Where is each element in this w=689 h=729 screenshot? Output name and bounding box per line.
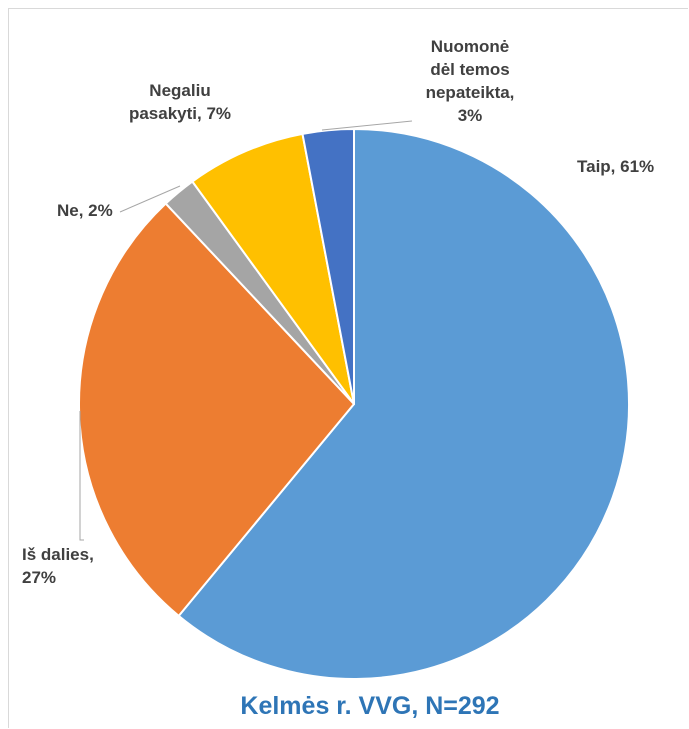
data-label-1-line-0: Iš dalies,: [22, 545, 94, 564]
data-label-2: Ne, 2%: [57, 201, 113, 220]
slices-layer: [78, 128, 630, 680]
data-label-4: Nuomonė dėl temos nepateikta, 3%: [426, 37, 515, 125]
pie-slice-1: [78, 202, 355, 617]
leaders-layer: [79, 120, 413, 541]
data-label-0-line-0: Taip, 61%: [577, 157, 654, 176]
labels-layer: Taip, 61% Iš dalies, 27% Ne, 2% Negaliu pasak…: [22, 37, 654, 587]
data-label-3-line-1: pasakyti, 7%: [129, 104, 231, 123]
chart-frame: [8, 8, 688, 728]
data-label-1-line-1: 27%: [22, 568, 56, 587]
data-label-4-line-3: 3%: [458, 106, 483, 125]
data-label-2-line-0: Ne, 2%: [57, 201, 113, 220]
data-label-4-line-0: Nuomonė: [431, 37, 509, 56]
data-label-3: Negaliu pasakyti, 7%: [129, 81, 231, 123]
leader-line-4: [321, 120, 413, 131]
leader-line-1: [79, 411, 84, 541]
data-label-4-line-1: dėl temos: [430, 60, 509, 79]
leader-line-2: [119, 185, 181, 213]
pie-slice-0: [177, 128, 630, 680]
data-label-1: Iš dalies, 27%: [22, 545, 94, 587]
data-label-0: Taip, 61%: [577, 157, 654, 176]
pie-slice-4: [301, 128, 355, 405]
chart-title: Kelmės r. VVG, N=292: [240, 692, 499, 720]
data-label-3-line-0: Negaliu: [149, 81, 210, 100]
data-label-4-line-2: nepateikta,: [426, 83, 515, 102]
pie-slice-3: [191, 132, 355, 405]
